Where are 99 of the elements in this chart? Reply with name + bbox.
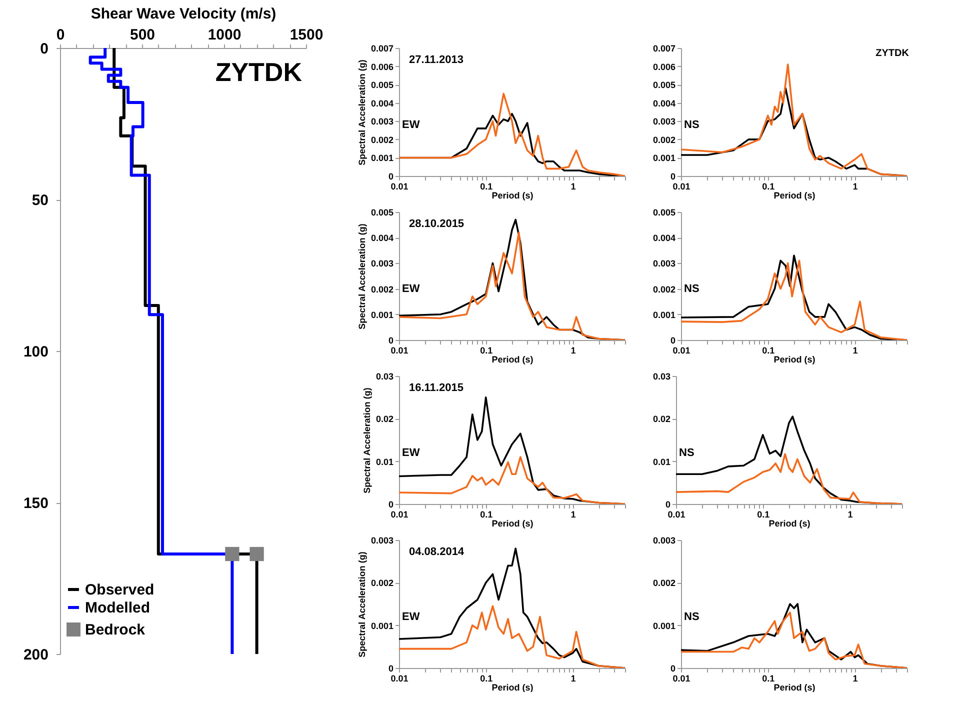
y-tick-label: 0: [670, 172, 676, 182]
y-tick-label: 0: [388, 336, 394, 346]
y-tick-label: 0: [388, 172, 394, 182]
y-tick-label: 100: [23, 344, 48, 360]
y-tick-label: 0.005: [370, 80, 394, 90]
y-tick-label: 0: [388, 664, 394, 674]
x-tick-label: 0.1: [480, 510, 493, 520]
annotation: EW: [402, 610, 420, 623]
y-tick-label: 0.007: [652, 44, 676, 54]
y-tick-label: 0.007: [370, 44, 394, 54]
x-tick-label: 0.1: [762, 182, 775, 192]
y-tick-label: 0.002: [370, 578, 394, 588]
y-tick-label: 0.005: [652, 208, 676, 218]
y-axis-title: Spectral Acceleration (g): [362, 388, 372, 494]
x-tick-label: 500: [130, 26, 156, 44]
x-axis-title: Period (s): [774, 354, 816, 364]
y-tick-label: 0.004: [652, 98, 676, 108]
y-tick-label: 0.01: [376, 456, 394, 467]
y-tick-label: 0.001: [652, 153, 676, 164]
x-tick-label: 0.1: [480, 182, 493, 192]
text: 28.10.2015: [409, 218, 464, 230]
y-tick-label: 0.003: [370, 536, 394, 546]
text: 27.11.2013: [409, 54, 464, 66]
x-axis-title: Period (s): [492, 518, 534, 528]
x-tick-label: 1: [570, 674, 576, 684]
y-tick-label: 0.002: [652, 578, 676, 588]
y-tick-label: 150: [23, 495, 48, 512]
y-tick-label: 0.001: [652, 620, 676, 631]
y-tick-label: 0: [665, 500, 670, 510]
annotation: NS: [684, 610, 700, 623]
y-tick-label: 0.001: [370, 153, 394, 164]
x-tick-label: 0.1: [480, 346, 493, 356]
y-tick-label: 0.002: [652, 134, 676, 145]
y-tick-label: 0.004: [370, 233, 394, 244]
y-tick-label: 0.02: [376, 414, 394, 424]
x-axis-title: Period (s): [492, 682, 534, 692]
y-tick-label: 0.003: [652, 536, 676, 546]
y-tick-label: 200: [23, 646, 48, 664]
y-tick-label: 0.003: [370, 116, 394, 127]
x-tick-label: 0.1: [762, 674, 775, 684]
y-tick-label: 0: [670, 336, 676, 346]
y-tick-label: 0.003: [652, 258, 676, 269]
x-tick-label: 1500: [290, 26, 324, 44]
x-axis-title: Period (s): [492, 354, 534, 364]
y-tick-label: 0.002: [652, 284, 676, 294]
y-tick-label: 0.005: [652, 80, 676, 90]
annotation: EW: [402, 118, 420, 131]
y-tick-label: 0: [388, 500, 394, 510]
y-axis-title: Spectral Acceleration (g): [356, 552, 367, 658]
x-tick-label: 0: [56, 26, 65, 44]
text: 04.08.2014: [409, 546, 465, 558]
text: 16.11.2015: [409, 382, 464, 394]
y-tick-label: 0.006: [652, 62, 676, 72]
y-axis-title: Spectral Acceleration (g): [356, 224, 367, 330]
x-tick-label: 1: [570, 182, 576, 192]
y-tick-label: 0: [670, 664, 676, 674]
x-axis-title: Period (s): [774, 190, 816, 200]
x-tick-label: 0.1: [480, 674, 493, 684]
y-tick-label: 0.002: [370, 134, 394, 145]
annotation: NS: [684, 282, 700, 295]
x-axis-title: Shear Wave Velocity (m/s): [90, 6, 276, 22]
annotation: ZYTDK: [215, 57, 302, 87]
y-tick-label: 0.03: [652, 372, 670, 382]
y-tick-label: 0.005: [370, 208, 394, 218]
y-tick-label: 0.003: [652, 116, 676, 127]
y-tick-label: 0.001: [370, 620, 394, 631]
y-tick-label: 0: [40, 40, 48, 58]
x-tick-label: 1: [848, 510, 853, 520]
y-tick-label: 0.006: [370, 62, 394, 72]
x-tick-label: 1: [852, 674, 858, 684]
x-tick-label: 1: [570, 346, 576, 356]
annotation: EW: [402, 282, 420, 295]
y-tick-label: 0.001: [652, 310, 676, 320]
y-tick-label: 50: [32, 192, 48, 209]
x-tick-label: 1000: [208, 26, 242, 44]
legend-label: Observed: [85, 582, 154, 598]
annotation: EW: [402, 446, 420, 459]
x-axis-title: Period (s): [492, 190, 534, 200]
x-tick-label: 1: [852, 346, 858, 356]
y-tick-label: 0.004: [652, 233, 676, 244]
annotation: NS: [684, 118, 700, 131]
y-tick-label: 0.003: [370, 258, 394, 269]
y-tick-label: 0.01: [652, 456, 670, 467]
legend-label: Modelled: [85, 600, 150, 616]
y-tick-label: 0.03: [376, 372, 394, 382]
x-tick-label: 1: [570, 510, 576, 520]
y-tick-label: 0.02: [652, 414, 670, 424]
x-tick-label: 0.1: [757, 510, 770, 520]
x-tick-label: 1: [852, 182, 858, 192]
y-axis-title: Spectral Acceleration (g): [356, 60, 367, 166]
x-axis-title: Period (s): [768, 518, 810, 528]
x-tick-label: 0.1: [762, 346, 775, 356]
y-tick-label: 0.002: [370, 284, 394, 294]
y-tick-label: 0.004: [370, 98, 394, 108]
legend-label: Bedrock: [85, 622, 146, 638]
y-tick-label: 0.001: [370, 310, 394, 320]
annotation: ZYTDK: [876, 48, 910, 59]
x-axis-title: Period (s): [774, 682, 816, 692]
annotation: NS: [679, 446, 694, 459]
